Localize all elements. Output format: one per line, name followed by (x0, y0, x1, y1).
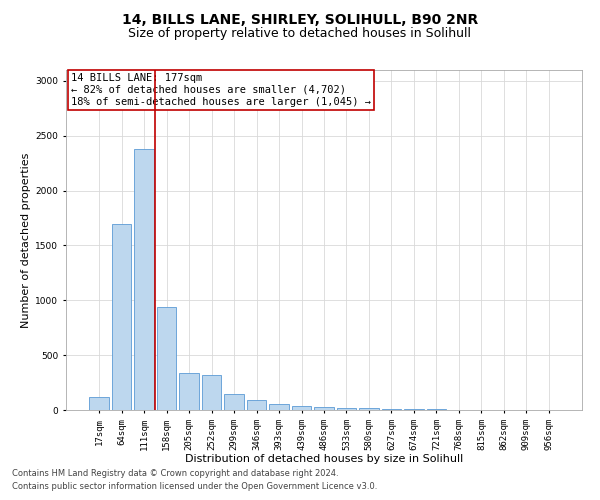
Bar (89, 397, 109, 410)
Bar (382, 409, 401, 410)
Bar (314, 408, 334, 410)
Bar (224, 394, 244, 410)
Text: 14, BILLS LANE, SHIRLEY, SOLIHULL, B90 2NR: 14, BILLS LANE, SHIRLEY, SOLIHULL, B90 2… (122, 12, 478, 26)
Bar (404, 409, 424, 410)
Text: 14 BILLS LANE: 177sqm
← 82% of detached houses are smaller (4,702)
18% of semi-d: 14 BILLS LANE: 177sqm ← 82% of detached … (71, 74, 371, 106)
Bar (359, 408, 379, 410)
Bar (247, 400, 266, 410)
Bar (157, 307, 176, 410)
Bar (292, 406, 311, 410)
Text: Contains public sector information licensed under the Open Government Licence v3: Contains public sector information licen… (12, 482, 377, 491)
Bar (337, 408, 356, 410)
X-axis label: Distribution of detached houses by size in Solihull: Distribution of detached houses by size … (185, 454, 463, 464)
Bar (269, 404, 289, 410)
Bar (112, 224, 131, 410)
Y-axis label: Number of detached properties: Number of detached properties (21, 152, 31, 328)
Bar (179, 372, 199, 410)
Bar (134, 149, 154, 410)
Text: Contains HM Land Registry data © Crown copyright and database right 2024.: Contains HM Land Registry data © Crown c… (12, 468, 338, 477)
Bar (202, 375, 221, 410)
Text: Size of property relative to detached houses in Solihull: Size of property relative to detached ho… (128, 28, 472, 40)
